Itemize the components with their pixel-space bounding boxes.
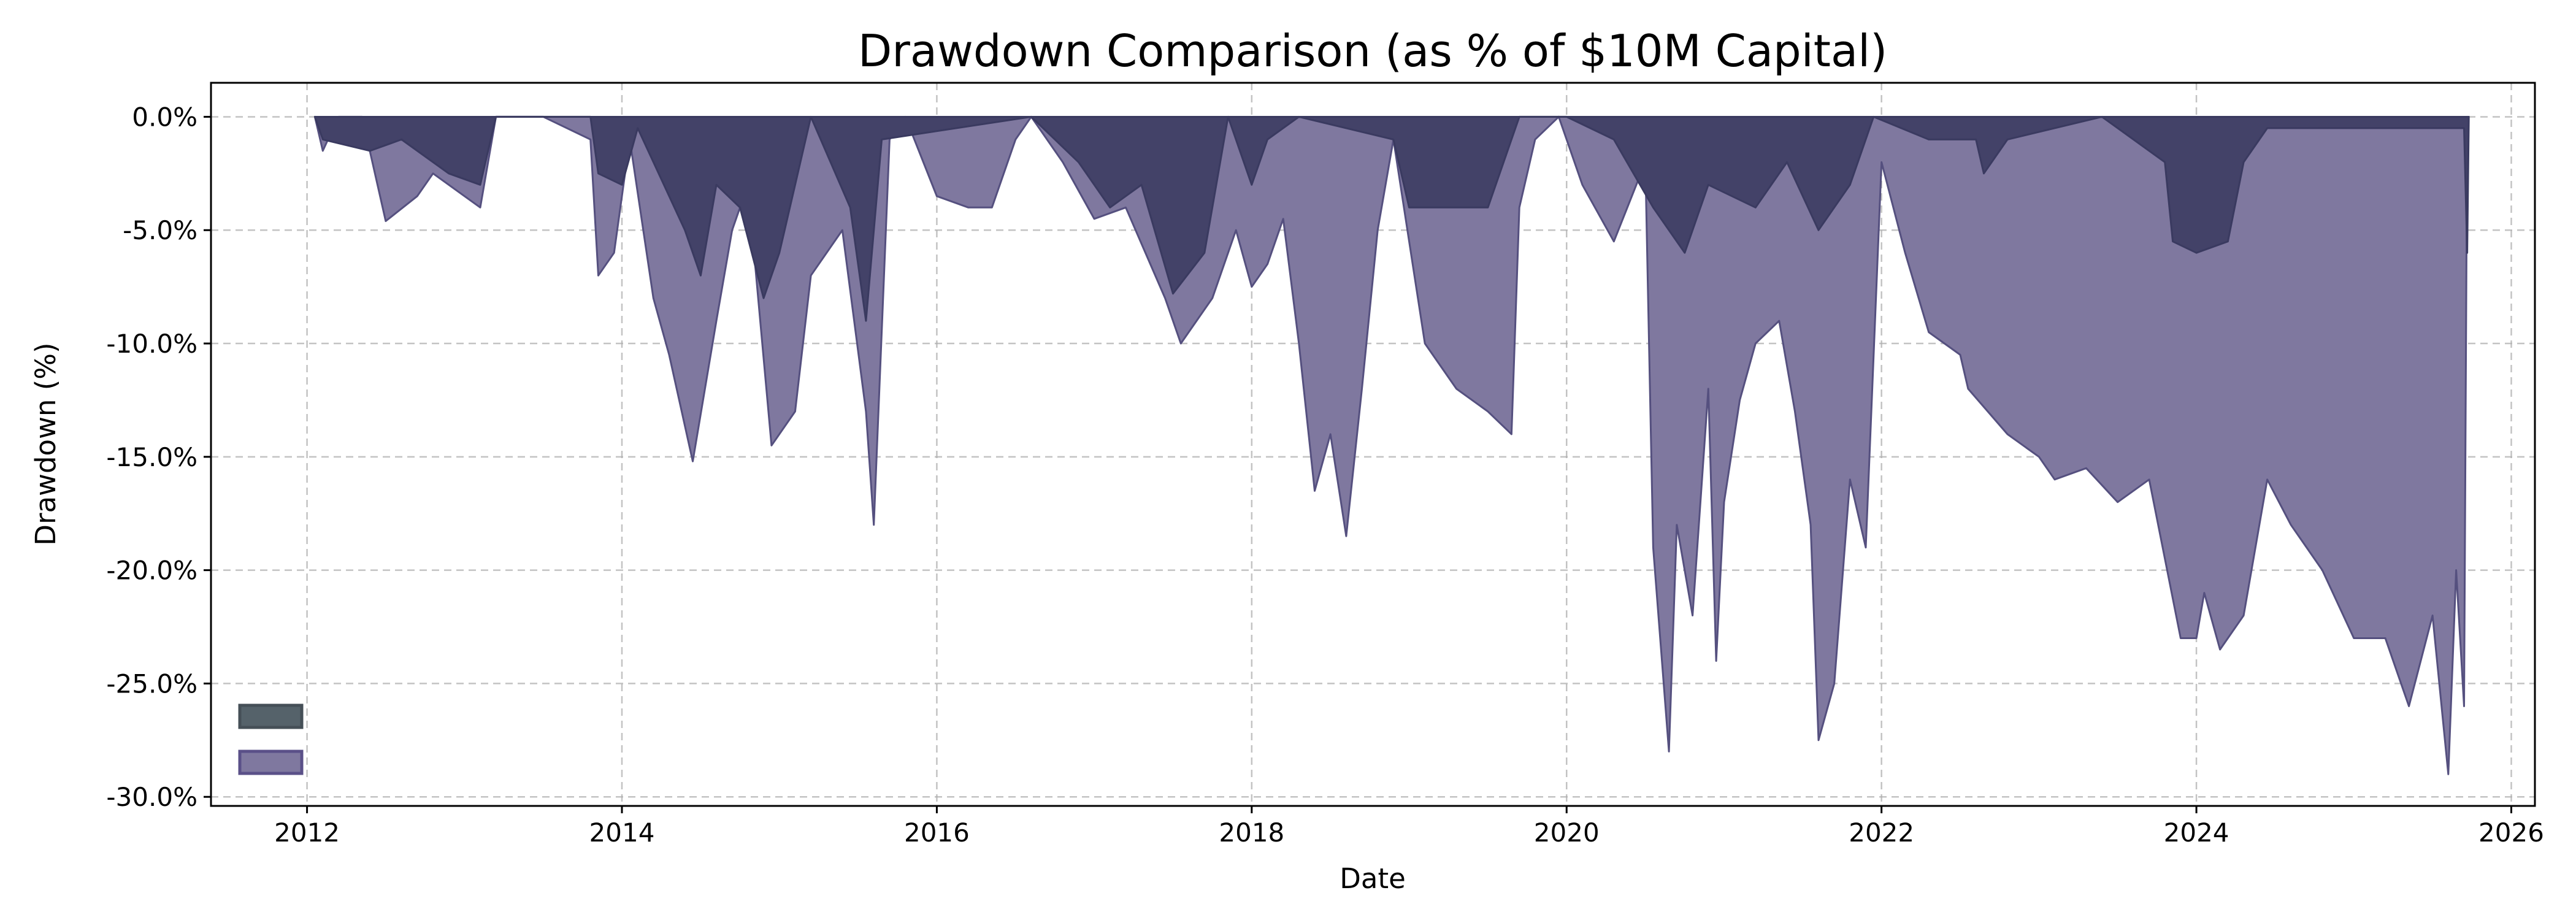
- x-tick-label: 2014: [589, 818, 655, 848]
- y-tick-label: -15.0%: [106, 442, 197, 472]
- y-tick-label: -5.0%: [123, 215, 197, 245]
- drawdown-area-series-1: [313, 115, 2469, 775]
- x-tick-label: 2012: [274, 818, 340, 848]
- drawdown-area-series-2: [313, 115, 2470, 322]
- series-areas: [313, 115, 2470, 775]
- y-axis-ticks: 0.0% -5.0% -10.0% -15.0% -20.0% -25.0% -30.0%: [106, 102, 211, 812]
- x-axis-label: Date: [1340, 862, 1406, 895]
- y-tick-label: -20.0%: [106, 556, 197, 586]
- plot-frame: [210, 82, 2536, 807]
- x-axis-ticks: 2012 2014 2016 2018 2020 2022 2024 2026: [274, 806, 2544, 848]
- y-tick-label: 0.0%: [132, 102, 197, 132]
- x-tick-label: 2024: [2164, 818, 2229, 848]
- x-tick-label: 2020: [1534, 818, 1600, 848]
- y-tick-label: -10.0%: [106, 329, 197, 359]
- x-tick-label: 2026: [2478, 818, 2544, 848]
- x-tick-label: 2022: [1849, 818, 1914, 848]
- x-tick-label: 2018: [1219, 818, 1284, 848]
- legend: [238, 703, 304, 775]
- legend-swatch-1: [238, 703, 304, 729]
- y-tick-label: -25.0%: [106, 669, 197, 699]
- chart-title: Drawdown Comparison (as % of $10M Capita…: [858, 25, 1887, 77]
- legend-swatch-2: [238, 749, 304, 775]
- y-tick-label: -30.0%: [106, 782, 197, 812]
- y-axis-label: Drawdown (%): [29, 342, 62, 545]
- x-tick-label: 2016: [904, 818, 970, 848]
